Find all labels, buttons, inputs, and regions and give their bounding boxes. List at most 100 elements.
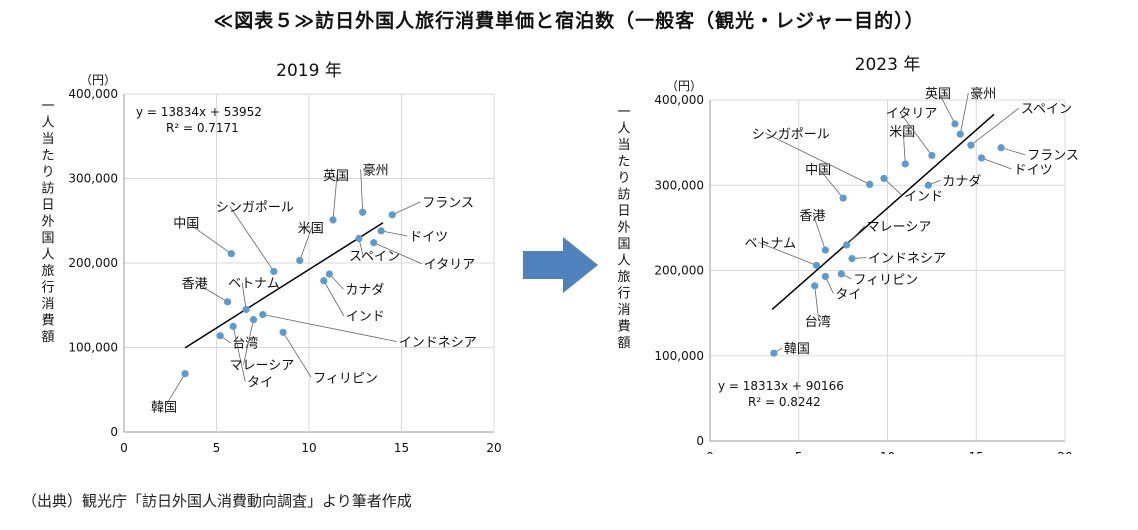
leader-line (1000, 147, 1026, 156)
leader-line (812, 214, 826, 251)
data-point (839, 194, 847, 202)
data-point (967, 141, 975, 149)
data-point (821, 246, 829, 254)
data-point (997, 144, 1005, 152)
data-label: インドネシア (868, 252, 946, 267)
trend-line (771, 113, 995, 311)
leader-line (232, 326, 246, 382)
data-label: インドネシア (399, 336, 477, 351)
data-label: フランス (422, 196, 474, 211)
data-label: ベトナム (745, 236, 797, 251)
y-tick-label: 0 (696, 434, 704, 448)
data-label: 中国 (173, 217, 199, 232)
data-label: 韓国 (151, 401, 177, 416)
data-point (359, 208, 367, 216)
y-axis-label: 一人当たり訪日外国人旅行消費額 (41, 99, 54, 345)
leader-line (959, 93, 969, 135)
data-label: ベトナム (228, 276, 280, 291)
data-label: 米国 (889, 125, 915, 140)
data-point (242, 305, 250, 314)
scatter-chart-2023: 0 100,000 200,000 300,000 400,000 0 5 10 15 20 202… (617, 55, 1078, 454)
data-label: カナダ (345, 283, 384, 298)
data-label: 台湾 (805, 314, 831, 330)
data-label: 台湾 (232, 336, 258, 352)
data-point (224, 298, 232, 306)
data-point (848, 254, 856, 263)
chart-title: 2019 年 (276, 61, 342, 81)
data-point (325, 270, 333, 278)
data-label: ドイツ (1014, 163, 1053, 178)
data-label: 中国 (805, 163, 831, 178)
data-point (259, 310, 267, 319)
x-tick-label: 5 (795, 450, 803, 454)
leader-line (323, 280, 345, 316)
leader-line (970, 107, 1020, 146)
data-point (296, 256, 304, 265)
leader-line (262, 314, 397, 342)
data-label: インド (904, 189, 943, 204)
leader-line (360, 169, 364, 213)
data-point (812, 261, 821, 269)
data-label: シンガポール (216, 200, 294, 215)
leader-line (241, 282, 247, 310)
data-point (928, 151, 936, 160)
y-tick-label: 0 (110, 425, 118, 439)
leader-line (332, 174, 338, 220)
y-tick-label: 400,000 (68, 87, 118, 101)
y-tick-label: 100,000 (654, 349, 704, 363)
x-tick-label: 10 (301, 441, 316, 454)
y-unit-label: （円） (80, 73, 116, 87)
leader-line (373, 242, 422, 265)
data-point (229, 322, 237, 330)
data-point (956, 130, 964, 138)
x-tick-label: 10 (880, 450, 895, 454)
data-label: フィリピン (853, 273, 918, 288)
data-label: 香港 (799, 209, 825, 224)
y-unit-label: （円） (666, 79, 702, 93)
regression-equation: y = 18313x + 90166 (718, 379, 844, 393)
data-point (279, 328, 287, 336)
leader-line (392, 201, 421, 216)
data-point (377, 227, 385, 235)
leader-line (899, 112, 933, 156)
leader-line (195, 282, 228, 303)
y-tick-label: 300,000 (654, 178, 704, 192)
source-note: （出典）観光庁「訪日外国人消費動向調査」より筆者作成 (22, 492, 412, 510)
data-point (270, 267, 278, 276)
r-squared-label: R² = 0.8242 (748, 395, 821, 409)
data-label: フィリピン (313, 371, 378, 386)
data-label: タイ (835, 287, 861, 302)
data-point (320, 277, 328, 285)
x-tick-label: 0 (120, 441, 128, 454)
data-point (355, 234, 363, 243)
x-tick-label: 20 (1057, 450, 1072, 454)
data-label: 英国 (925, 87, 951, 102)
data-label: スペイン (349, 249, 400, 264)
leader-line (243, 319, 254, 365)
x-tick-label: 15 (394, 441, 409, 454)
data-point (880, 174, 888, 183)
leader-line (164, 373, 186, 407)
x-tick-label: 15 (969, 450, 984, 454)
y-tick-label: 200,000 (68, 256, 118, 270)
leader-line (902, 130, 906, 164)
data-point (977, 154, 986, 162)
data-point (370, 239, 378, 247)
data-label: 豪州 (363, 162, 389, 178)
data-label: スペイン (1021, 102, 1072, 117)
leader-line (814, 285, 820, 321)
data-label: インド (346, 310, 385, 325)
leader-line (187, 222, 232, 255)
data-point (811, 282, 819, 290)
data-point (951, 120, 959, 128)
y-axis-label: 一人当たり訪日外国人旅行消費額 (617, 105, 630, 351)
regression-equation: y = 13834x + 53952 (136, 105, 262, 119)
right-arrow-icon (523, 237, 598, 293)
data-point (837, 270, 845, 278)
data-label: イタリア (886, 106, 937, 121)
data-point (227, 250, 235, 258)
leader-line (981, 157, 1012, 170)
data-label: 英国 (323, 169, 349, 184)
data-point (821, 272, 829, 281)
data-label: 香港 (182, 277, 208, 292)
